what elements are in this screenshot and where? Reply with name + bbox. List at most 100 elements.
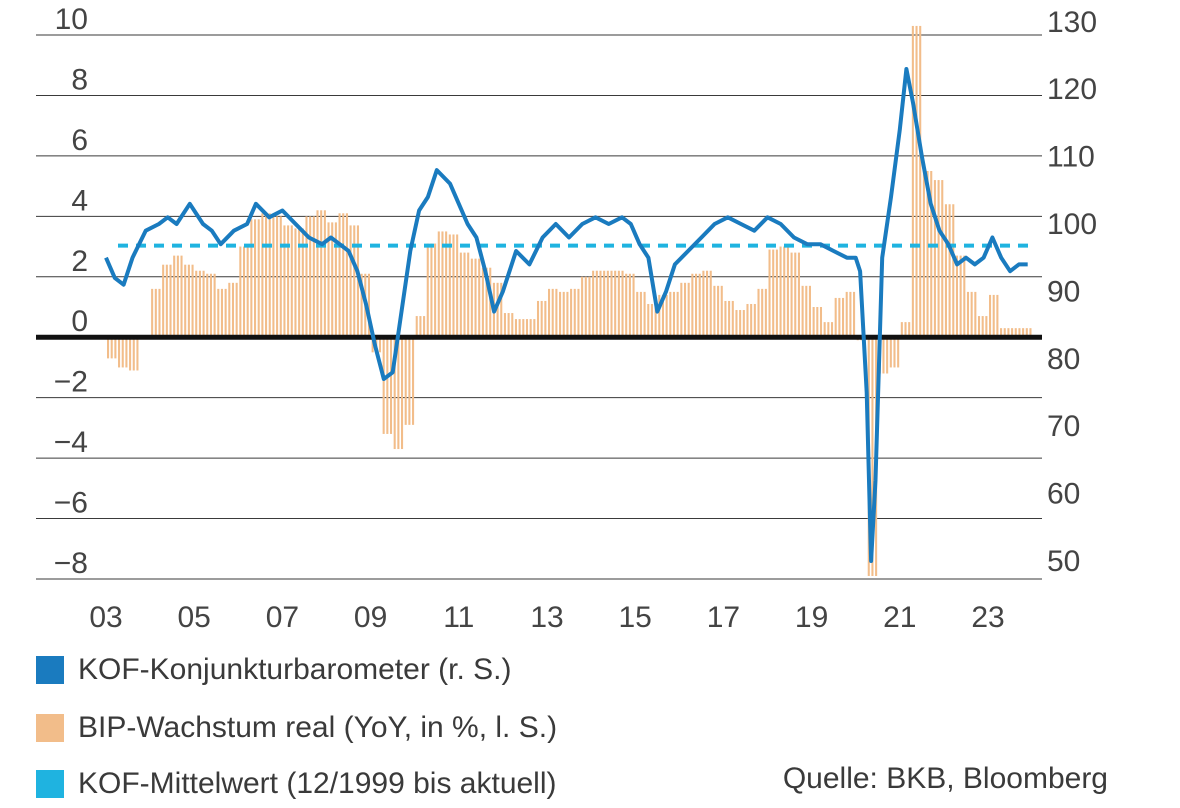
right-tick-label: 90 [1047, 275, 1080, 308]
gdp-bar [1000, 328, 1003, 338]
gdp-bar [533, 319, 536, 338]
gdp-bar [154, 288, 157, 338]
gdp-bar [327, 222, 330, 338]
gdp-bar [922, 171, 925, 338]
gdp-bar [349, 225, 352, 338]
gdp-bar [290, 225, 293, 338]
source-note: Quelle: BKB, Bloomberg [782, 762, 1108, 795]
gdp-bar [242, 246, 246, 338]
gdp-bar [452, 234, 455, 338]
gdp-bar [107, 337, 110, 359]
gdp-bar [378, 337, 382, 353]
gdp-bar [842, 297, 845, 338]
gdp-bar [654, 303, 657, 338]
gdp-bar [209, 273, 212, 338]
gdp-bar [981, 316, 984, 338]
gdp-bar [830, 322, 834, 338]
gdp-bar [661, 294, 664, 338]
gdp-bar [970, 291, 973, 338]
gdp-bar [639, 291, 642, 338]
right-tick-label: 130 [1047, 6, 1097, 39]
gdp-bar [312, 216, 315, 338]
gdp-bar [397, 337, 400, 450]
gdp-bar [169, 264, 172, 338]
legend-swatch-gdp [36, 714, 64, 742]
gdp-bar [952, 204, 955, 338]
right-tick-label: 100 [1047, 208, 1097, 241]
gdp-bar [213, 273, 216, 338]
gdp-bar [415, 316, 418, 338]
gdp-bar [996, 294, 999, 338]
gdp-bar [735, 310, 738, 338]
left-tick-label: −2 [54, 366, 88, 399]
gdp-bar [926, 171, 929, 338]
gdp-bar [536, 300, 540, 338]
gdp-bar [643, 291, 646, 338]
gdp-bar [184, 264, 187, 338]
gdp-bar [114, 337, 117, 359]
gdp-bar [389, 337, 393, 434]
gdp-bar [621, 270, 624, 338]
gdp-bar [915, 25, 918, 338]
x-tick-label: 05 [178, 601, 211, 634]
gdp-bar [750, 303, 753, 338]
gdp-bar [246, 246, 249, 338]
gdp-bar [632, 273, 635, 338]
gdp-bar [955, 255, 958, 338]
gdp-bar [599, 270, 602, 338]
gdp-bar [367, 273, 370, 338]
gdp-bar [301, 228, 304, 338]
gdp-bar [1018, 328, 1021, 338]
gdp-bar [849, 291, 852, 338]
gdp-bar [448, 234, 451, 338]
gdp-bar [1014, 328, 1017, 338]
gdp-bar [456, 234, 459, 338]
x-tick-label: 21 [883, 601, 916, 634]
gdp-bar [933, 180, 936, 338]
gdp-bar [886, 337, 889, 374]
gdp-bar [797, 252, 800, 338]
gdp-bar [481, 267, 484, 338]
gdp-bar [566, 291, 569, 338]
gdp-bar [320, 210, 323, 338]
gdp-bar [628, 273, 631, 338]
x-tick-label: 15 [619, 601, 652, 634]
gdp-bar [680, 282, 683, 338]
gdp-bar [176, 255, 179, 338]
gdp-bar [224, 288, 227, 338]
gdp-bar [823, 322, 826, 338]
gdp-bar [819, 307, 823, 338]
gdp-bar [746, 303, 749, 338]
gdp-bar [625, 273, 628, 338]
gdp-bar [853, 291, 856, 338]
gdp-bar [790, 252, 793, 338]
gdp-bar [198, 270, 201, 338]
gdp-bar [966, 291, 970, 338]
gdp-bar [121, 337, 124, 368]
gdp-bar [423, 316, 426, 338]
kof-line-path [104, 67, 1028, 563]
gdp-bar [786, 246, 789, 338]
gdp-bar [683, 282, 687, 338]
left-tick-label: 6 [71, 124, 88, 157]
gdp-bar [419, 316, 422, 338]
left-tick-label: −6 [54, 487, 88, 520]
right-tick-label: 80 [1047, 343, 1080, 376]
gdp-bar [834, 297, 837, 338]
gdp-bar [445, 231, 448, 338]
gdp-bar [669, 291, 672, 338]
gdp-bar [1007, 328, 1010, 338]
gdp-bar [919, 25, 922, 338]
gdp-bar [577, 288, 580, 338]
gdp-bar [298, 228, 301, 338]
gdp-bar [430, 243, 433, 338]
gdp-bar [592, 270, 595, 338]
gdp-bar [753, 303, 756, 338]
gdp-bar [294, 228, 297, 338]
gdp-bar [382, 337, 385, 434]
gdp-bar [808, 285, 811, 338]
gdp-bar [276, 216, 279, 338]
gdp-bar [287, 225, 290, 338]
right-axis-tick-labels: 130 120 110 100 90 80 70 60 50 [1047, 6, 1097, 578]
gdp-bar [739, 310, 742, 338]
